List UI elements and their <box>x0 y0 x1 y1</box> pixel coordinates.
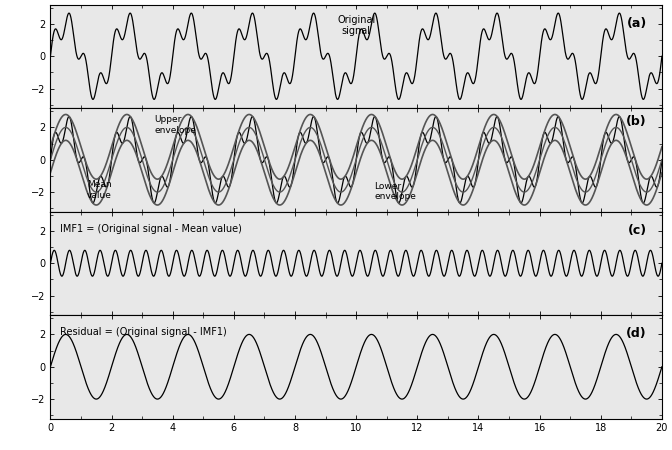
Text: (d): (d) <box>626 328 646 340</box>
Text: IMF1 = (Original signal - Mean value): IMF1 = (Original signal - Mean value) <box>60 224 241 234</box>
Text: Residual = (Original signal - IMF1): Residual = (Original signal - IMF1) <box>60 328 226 338</box>
Text: Lower
envelope: Lower envelope <box>374 182 417 201</box>
Text: Original
signal: Original signal <box>337 15 375 36</box>
Text: Mean
value: Mean value <box>87 180 112 200</box>
Text: Upper
envelope: Upper envelope <box>155 115 196 135</box>
Text: (c): (c) <box>628 224 646 237</box>
Text: (a): (a) <box>626 17 646 30</box>
Text: (b): (b) <box>626 115 646 128</box>
